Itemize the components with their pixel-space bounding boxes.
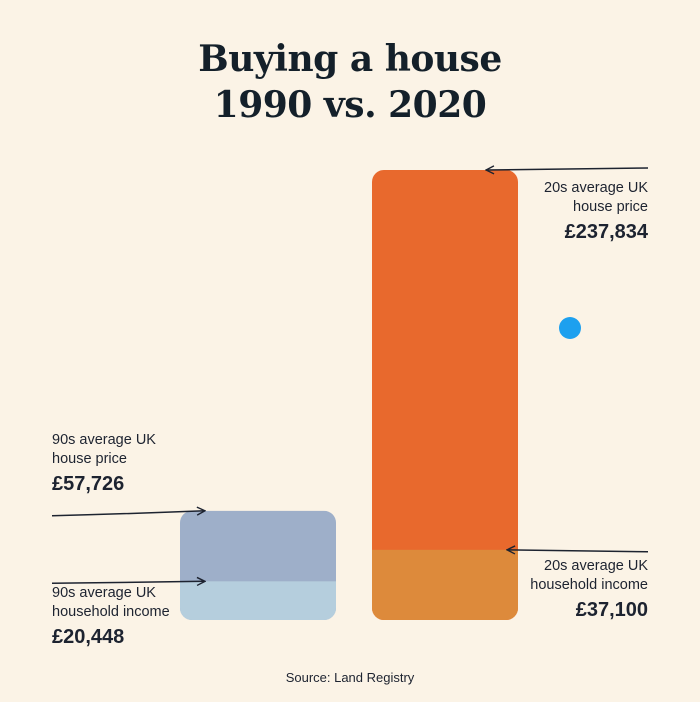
source-note: Source: Land Registry — [285, 670, 415, 685]
label-line: house price — [52, 451, 127, 467]
title-line-2: 1990 vs. 2020 — [213, 84, 487, 126]
blue-dot — [559, 317, 581, 339]
label-1990-house-price: 90s average UK house price £57,726 — [52, 431, 156, 499]
bar-house-price-2020 — [372, 170, 518, 620]
label-line: 90s average UK — [52, 585, 156, 601]
label-line: 90s average UK — [52, 432, 156, 448]
data-label-2020-household-income: £37,100 — [575, 599, 648, 621]
label-line: household income — [52, 604, 170, 620]
data-label-1990-household-income: £20,448 — [52, 626, 125, 648]
arrow-2020-house-price — [486, 168, 649, 170]
bar-household-income-1990 — [180, 581, 336, 620]
arrow-2020-household-income — [507, 550, 649, 552]
label-2020-house-price: 20s average UK house price £237,834 — [544, 179, 648, 247]
label-2020-household-income: 20s average UK household income £37,100 — [530, 557, 648, 625]
label-line: 20s average UK — [544, 558, 648, 574]
bar-household-income-2020 — [372, 549, 518, 620]
arrow-1990-house-price — [51, 511, 205, 517]
label-line: household income — [530, 577, 648, 593]
title-line-1: Buying a house — [198, 38, 502, 80]
arrow-1990-household-income — [51, 581, 205, 583]
label-line: 20s average UK — [544, 180, 648, 196]
data-label-1990-house-price: £57,726 — [52, 473, 125, 495]
label-line: house price — [573, 199, 648, 215]
data-label-2020-house-price: £237,834 — [564, 221, 648, 243]
chart-title: Buying a house 1990 vs. 2020 — [0, 36, 700, 128]
label-1990-household-income: 90s average UK household income £20,448 — [52, 584, 170, 652]
